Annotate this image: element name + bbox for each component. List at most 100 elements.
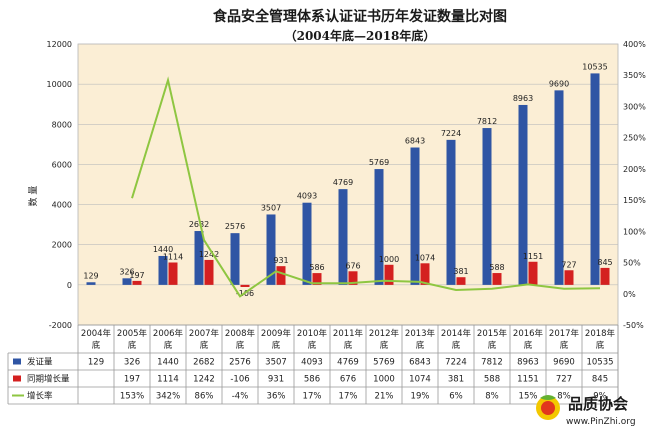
bar-issued [446, 139, 456, 285]
data-label-issued: 2576 [225, 222, 245, 231]
data-label-growth: 197 [129, 271, 144, 280]
table-cell: 8963 [517, 358, 539, 368]
bar-issued [410, 147, 420, 285]
data-label-issued: 4769 [333, 178, 353, 187]
x-tick-label: 2008年 [225, 328, 256, 339]
data-label-issued: 2682 [189, 220, 209, 229]
bar-growth [564, 270, 574, 285]
bar-issued [482, 128, 492, 285]
x-tick-label: 2015年 [477, 328, 508, 339]
brand-logo-icon [536, 395, 560, 420]
table-cell: 7224 [445, 358, 467, 368]
table-cell: 129 [88, 358, 104, 368]
bar-issued [86, 282, 96, 285]
x-tick-label: 2004年 [81, 328, 112, 339]
bar-issued [122, 278, 132, 285]
table-cell: 153% [120, 392, 144, 402]
table-cell: 845 [592, 375, 608, 385]
y2-tick-label: 400% [623, 40, 646, 49]
y-tick-label: 0 [67, 281, 72, 290]
bar-issued [302, 202, 312, 285]
data-label-growth: 1242 [199, 250, 219, 259]
data-label-issued: 6843 [405, 137, 425, 146]
table-cell: 727 [556, 375, 572, 385]
table-cell: 4093 [301, 358, 323, 368]
table-cell: 5769 [373, 358, 395, 368]
bar-growth [384, 264, 394, 285]
chart-subtitle: （2004年底—2018年底） [285, 28, 436, 43]
y-tick-label: 10000 [47, 80, 72, 89]
bar-growth [312, 273, 322, 285]
x-tick-label: 2013年 [405, 328, 436, 339]
x-tick-label: 底 [596, 340, 605, 351]
bar-growth [600, 267, 610, 285]
bar-growth [348, 271, 358, 285]
table-cell: 326 [124, 358, 140, 368]
table-cell: 17% [339, 392, 358, 402]
x-tick-label: 底 [92, 340, 101, 351]
table-cell: -4% [232, 392, 249, 402]
y-tick-label: 12000 [47, 40, 72, 49]
bar-issued [158, 255, 168, 285]
table-cell: 17% [303, 392, 322, 402]
y2-tick-label: 50% [623, 259, 641, 268]
data-label-growth: 586 [309, 263, 324, 272]
bar-growth [528, 261, 538, 285]
table-cell: 1242 [193, 375, 215, 385]
table-cell: 1074 [409, 375, 431, 385]
table-cell: 1114 [157, 375, 179, 385]
x-tick-label: 2009年 [261, 328, 292, 339]
plot-area: -2000 0 2000 4000 6000 8000 10000 12000 -50% 0% 50… [27, 40, 646, 330]
bar-issued [230, 233, 240, 285]
table-cell: 8% [485, 392, 499, 402]
x-tick-label: 2012年 [369, 328, 400, 339]
y-tick-label: 4000 [52, 201, 72, 210]
table-row-label: 增长率 [27, 391, 53, 402]
table-cell: 10535 [586, 358, 613, 368]
data-label-growth: 1114 [163, 252, 183, 261]
x-tick-label: 底 [164, 340, 173, 351]
bar-issued [518, 104, 528, 285]
bar-issued [590, 73, 600, 285]
bar-issued [374, 169, 384, 285]
table-cell: 931 [268, 375, 284, 385]
x-tick-label: 底 [416, 340, 425, 351]
x-tick-label: 2007年 [189, 328, 220, 339]
y2-tick-label: 300% [623, 102, 646, 111]
x-tick-label: 底 [344, 340, 353, 351]
bar-growth [204, 259, 214, 285]
y2-tick-label: 0% [623, 290, 636, 299]
watermark-logo: 品质协会 www.PinZhi.org [536, 395, 636, 427]
legend-key [13, 358, 21, 365]
table-cell: 588 [484, 375, 500, 385]
bar-growth [240, 284, 250, 287]
x-tick-label: 底 [128, 340, 137, 351]
data-label-issued: 5769 [369, 158, 389, 167]
x-tick-label: 底 [200, 340, 209, 351]
table-cell: 15% [519, 392, 538, 402]
x-tick-label: 底 [524, 340, 533, 351]
bar-growth [276, 266, 286, 285]
watermark-brand: 品质协会 [568, 395, 628, 413]
series-line-growth-rate [131, 76, 601, 298]
data-label-issued: 7812 [477, 117, 497, 126]
y2-tick-label: -50% [623, 321, 644, 330]
bar-growth [456, 277, 466, 285]
table-cell: 342% [156, 392, 180, 402]
bar-issued [338, 189, 348, 285]
table-cell: 9690 [553, 358, 575, 368]
data-label-growth: 931 [273, 256, 288, 265]
bar-growth [492, 273, 502, 285]
data-label-growth: 1000 [379, 255, 399, 264]
table-cell: 6843 [409, 358, 431, 368]
table-cell: 7812 [481, 358, 503, 368]
x-tick-label: 底 [236, 340, 245, 351]
y-tick-label: -2000 [49, 321, 72, 330]
data-label-growth: 381 [453, 267, 468, 276]
x-tick-label: 2011年 [333, 328, 364, 339]
data-label-issued: 3507 [261, 203, 281, 212]
data-label-growth: 676 [345, 261, 360, 270]
data-label-issued: 9690 [549, 79, 569, 88]
table-cell: 9% [593, 392, 607, 402]
